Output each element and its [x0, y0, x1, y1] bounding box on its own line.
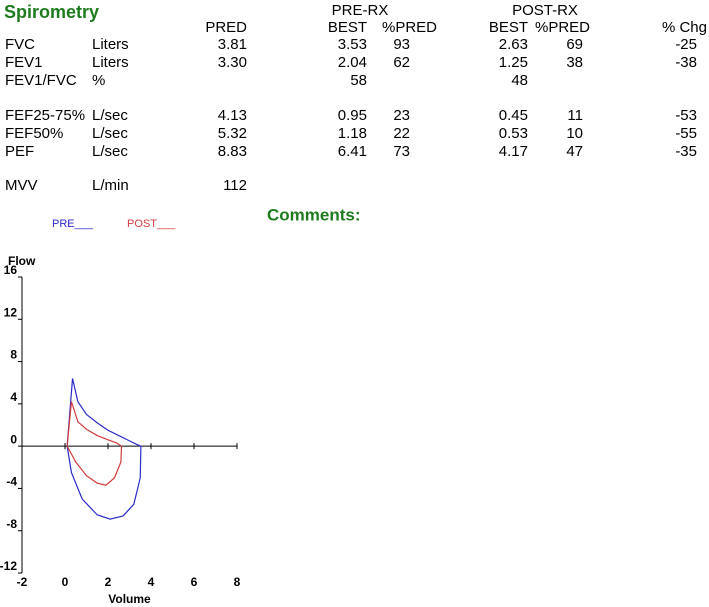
x-axis-label: Volume — [108, 592, 151, 606]
cell: 73 — [393, 143, 410, 160]
column-header: %PRED — [382, 19, 437, 36]
y-tick-label: -8 — [6, 517, 17, 531]
flow-volume-curve — [66, 378, 142, 520]
cell: 4.13 — [218, 107, 247, 124]
cell: 112 — [223, 177, 247, 194]
cell: 22 — [393, 125, 410, 142]
cell: 0.95 — [338, 107, 367, 124]
y-tick-label: 0 — [10, 432, 17, 446]
cell: 58 — [350, 72, 367, 89]
unit: Liters — [92, 54, 129, 71]
flow-volume-curve — [66, 401, 123, 486]
cell: 38 — [566, 54, 583, 71]
group-header: POST-RX — [512, 2, 578, 19]
cell: 5.32 — [218, 125, 247, 142]
x-tick-label: 6 — [191, 575, 198, 589]
y-tick-label: 8 — [10, 348, 17, 362]
cell: 3.53 — [338, 36, 367, 53]
cell: 10 — [566, 125, 583, 142]
cell: 23 — [393, 107, 410, 124]
cell: 69 — [566, 36, 583, 53]
y-tick-label: 12 — [4, 305, 18, 319]
row-label: FEF50% — [5, 125, 63, 142]
cell: 6.41 — [338, 143, 367, 160]
cell: -25 — [675, 36, 697, 53]
y-axis-label: Flow — [8, 254, 36, 268]
cell: 8.83 — [218, 143, 247, 160]
x-tick-label: 4 — [148, 575, 155, 589]
cell: 2.63 — [499, 36, 528, 53]
cell: 3.81 — [218, 36, 247, 53]
cell: 3.30 — [218, 54, 247, 71]
cell: 93 — [393, 36, 410, 53]
unit: % — [92, 72, 105, 89]
y-tick-label: 16 — [4, 263, 18, 277]
column-header: % Chg — [662, 19, 707, 36]
x-tick-label: 0 — [62, 575, 69, 589]
legend-entry: POST___ — [127, 218, 176, 230]
cell: 4.17 — [499, 143, 528, 160]
cell: -53 — [675, 107, 697, 124]
legend-entry: PRE___ — [52, 218, 94, 230]
cell: 48 — [511, 72, 528, 89]
cell: 1.18 — [338, 125, 367, 142]
x-tick-label: 8 — [234, 575, 241, 589]
cell: -55 — [675, 125, 697, 142]
cell: 62 — [393, 54, 410, 71]
group-header: PRE-RX — [332, 2, 389, 19]
cell: -35 — [675, 143, 697, 160]
cell: 1.25 — [499, 54, 528, 71]
cell: 0.53 — [499, 125, 528, 142]
unit: Liters — [92, 36, 129, 53]
x-tick-label: -2 — [17, 575, 28, 589]
cell: 11 — [567, 107, 583, 124]
y-tick-label: -4 — [6, 475, 17, 489]
column-header: PRED — [205, 19, 247, 36]
title: Spirometry — [4, 2, 99, 22]
unit: L/sec — [92, 143, 128, 160]
row-label: PEF — [5, 143, 34, 160]
column-header: BEST — [328, 19, 367, 36]
row-label: FEV1/FVC — [5, 72, 77, 89]
row-label: FEV1 — [5, 54, 43, 71]
cell: 2.04 — [338, 54, 367, 71]
cell: 47 — [566, 143, 583, 160]
column-header: %PRED — [535, 19, 590, 36]
comments-label: Comments: — [267, 205, 361, 224]
unit: L/sec — [92, 125, 128, 142]
unit: L/min — [92, 177, 129, 194]
cell: -38 — [675, 54, 697, 71]
column-header: BEST — [489, 19, 528, 36]
row-label: FVC — [5, 36, 35, 53]
row-label: FEF25-75% — [5, 107, 85, 124]
x-tick-label: 2 — [105, 575, 112, 589]
y-tick-label: 4 — [10, 390, 17, 404]
y-tick-label: -12 — [0, 559, 17, 573]
unit: L/sec — [92, 107, 128, 124]
cell: 0.45 — [499, 107, 528, 124]
row-label: MVV — [5, 177, 38, 194]
